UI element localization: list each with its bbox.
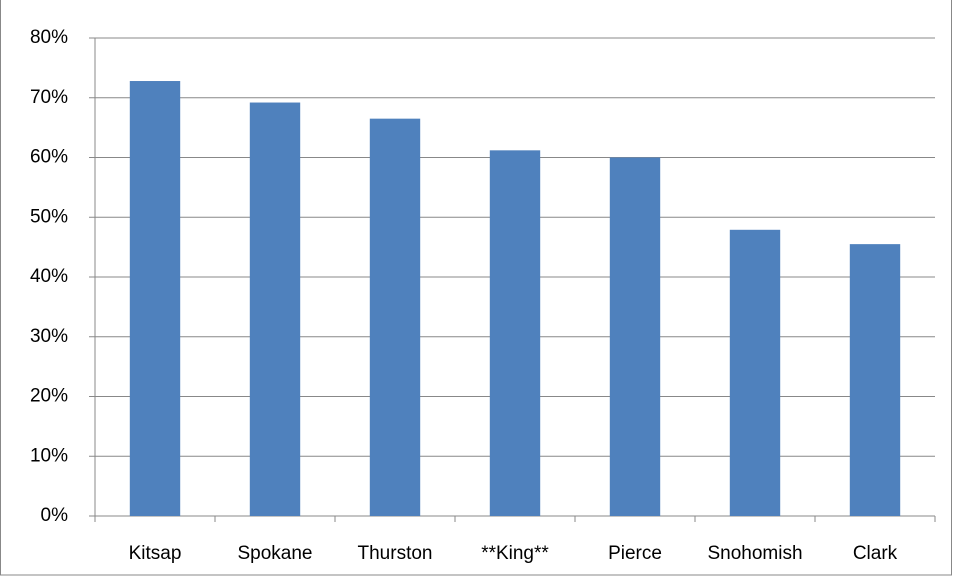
bar [849,244,901,516]
x-tick-label: Kitsap [129,543,182,564]
x-tick-label: Spokane [237,543,312,564]
y-tick-label: 50% [30,206,68,227]
bar [609,157,661,516]
x-tick-label: Thurston [358,543,433,564]
x-tick-label: **King** [481,543,549,564]
y-tick-label: 20% [30,386,68,407]
y-tick-label: 30% [30,326,68,347]
y-tick-label: 0% [41,505,69,526]
bar [249,102,301,516]
y-tick-label: 60% [30,147,68,168]
bar [489,150,541,516]
y-tick-label: 40% [30,266,68,287]
y-tick-label: 70% [30,87,68,108]
y-tick-label: 10% [30,445,68,466]
bar [729,229,781,517]
bar [369,118,421,516]
bar [129,81,181,517]
x-tick-label: Clark [853,543,898,564]
x-tick-label: Pierce [608,543,662,564]
y-tick-label: 80% [30,27,68,48]
x-tick-label: Snohomish [707,543,802,564]
